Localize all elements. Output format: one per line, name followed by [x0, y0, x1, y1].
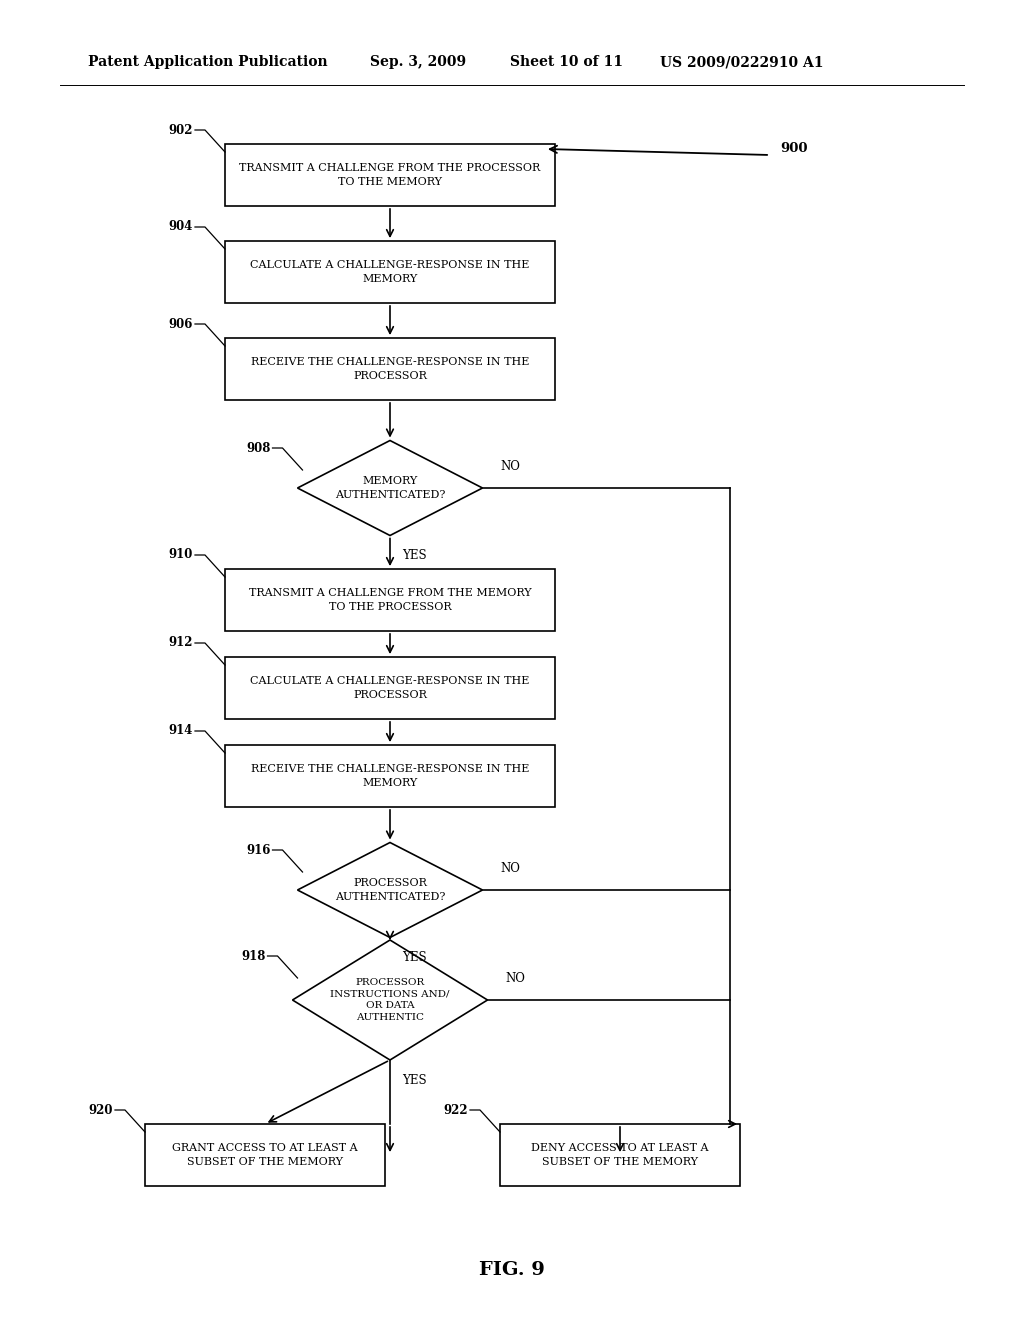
Bar: [225, 144, 555, 206]
Text: 908: 908: [246, 441, 270, 454]
Text: TRANSMIT A CHALLENGE FROM THE PROCESSOR
TO THE MEMORY: TRANSMIT A CHALLENGE FROM THE PROCESSOR …: [240, 164, 541, 186]
Bar: [225, 242, 555, 304]
Text: CALCULATE A CHALLENGE-RESPONSE IN THE
MEMORY: CALCULATE A CHALLENGE-RESPONSE IN THE ME…: [250, 260, 529, 284]
Text: GRANT ACCESS TO AT LEAST A
SUBSET OF THE MEMORY: GRANT ACCESS TO AT LEAST A SUBSET OF THE…: [172, 1143, 357, 1167]
Text: 910: 910: [169, 549, 193, 561]
Text: 920: 920: [88, 1104, 113, 1117]
Text: 906: 906: [169, 318, 193, 330]
Text: NO: NO: [506, 972, 525, 985]
Text: US 2009/0222910 A1: US 2009/0222910 A1: [660, 55, 823, 69]
Text: NO: NO: [501, 459, 520, 473]
Text: RECEIVE THE CHALLENGE-RESPONSE IN THE
MEMORY: RECEIVE THE CHALLENGE-RESPONSE IN THE ME…: [251, 764, 529, 788]
Text: 922: 922: [443, 1104, 468, 1117]
Bar: [225, 569, 555, 631]
Text: 912: 912: [169, 636, 193, 649]
Text: 902: 902: [169, 124, 193, 136]
Bar: [225, 338, 555, 400]
Text: YES: YES: [402, 549, 427, 562]
Text: 918: 918: [241, 949, 265, 962]
Polygon shape: [298, 842, 482, 937]
Text: Sep. 3, 2009: Sep. 3, 2009: [370, 55, 466, 69]
Text: Sheet 10 of 11: Sheet 10 of 11: [510, 55, 623, 69]
Polygon shape: [298, 441, 482, 536]
Text: NO: NO: [501, 862, 520, 874]
Text: 900: 900: [780, 141, 808, 154]
Polygon shape: [293, 940, 487, 1060]
Text: RECEIVE THE CHALLENGE-RESPONSE IN THE
PROCESSOR: RECEIVE THE CHALLENGE-RESPONSE IN THE PR…: [251, 358, 529, 380]
Text: 916: 916: [246, 843, 270, 857]
Text: MEMORY
AUTHENTICATED?: MEMORY AUTHENTICATED?: [335, 477, 445, 499]
Text: DENY ACCESS TO AT LEAST A
SUBSET OF THE MEMORY: DENY ACCESS TO AT LEAST A SUBSET OF THE …: [531, 1143, 709, 1167]
Text: YES: YES: [402, 950, 427, 964]
Text: 904: 904: [169, 220, 193, 234]
Text: CALCULATE A CHALLENGE-RESPONSE IN THE
PROCESSOR: CALCULATE A CHALLENGE-RESPONSE IN THE PR…: [250, 676, 529, 700]
Bar: [225, 744, 555, 807]
Bar: [225, 657, 555, 719]
Text: YES: YES: [402, 1073, 427, 1086]
Text: PROCESSOR
AUTHENTICATED?: PROCESSOR AUTHENTICATED?: [335, 878, 445, 902]
Text: FIG. 9: FIG. 9: [479, 1261, 545, 1279]
Text: Patent Application Publication: Patent Application Publication: [88, 55, 328, 69]
Bar: [500, 1125, 740, 1185]
Text: 914: 914: [169, 725, 193, 738]
Bar: [145, 1125, 385, 1185]
Text: PROCESSOR
INSTRUCTIONS AND/
OR DATA
AUTHENTIC: PROCESSOR INSTRUCTIONS AND/ OR DATA AUTH…: [331, 978, 450, 1022]
Text: TRANSMIT A CHALLENGE FROM THE MEMORY
TO THE PROCESSOR: TRANSMIT A CHALLENGE FROM THE MEMORY TO …: [249, 589, 531, 611]
